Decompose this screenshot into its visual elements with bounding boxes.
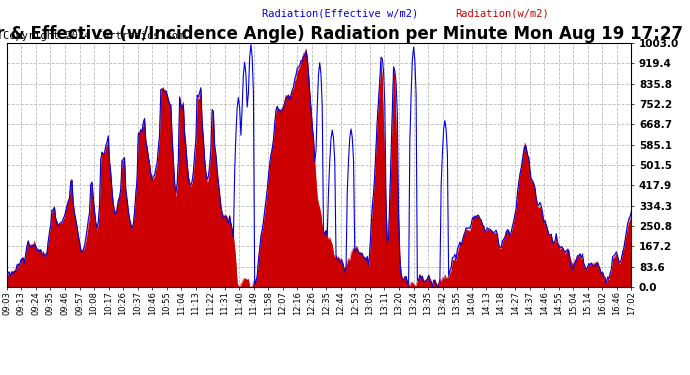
Text: Radiation(w/m2): Radiation(w/m2) (455, 9, 549, 19)
Title: Solar & Effective (w/Incidence Angle) Radiation per Minute Mon Aug 19 17:27: Solar & Effective (w/Incidence Angle) Ra… (0, 25, 682, 43)
Text: Copyright 2024 Curtronics.com: Copyright 2024 Curtronics.com (3, 32, 185, 41)
Text: Radiation(Effective w/m2): Radiation(Effective w/m2) (262, 9, 418, 19)
